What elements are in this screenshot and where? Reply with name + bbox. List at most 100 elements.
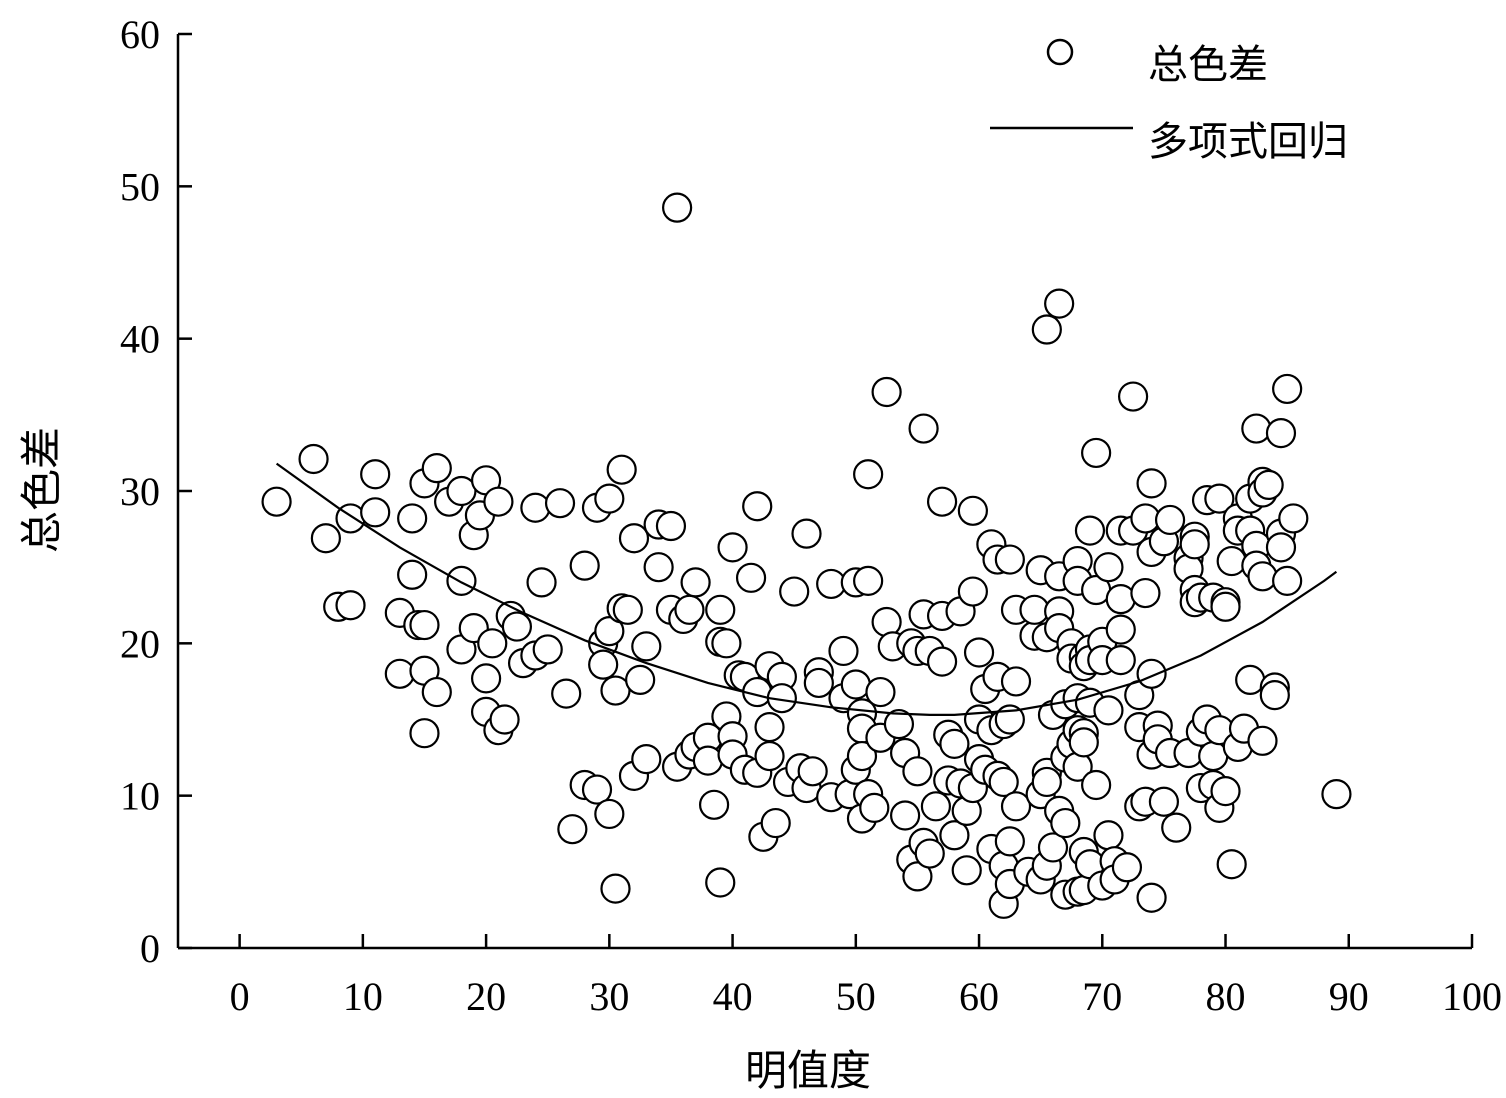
scatter-point-276 <box>1216 545 1247 577</box>
scatter-point-50 <box>594 616 625 647</box>
scatter-point-139 <box>914 838 945 869</box>
scatter-point-285 <box>1241 413 1272 444</box>
scatter-point-141 <box>926 486 958 517</box>
scatter-point-0 <box>261 486 292 517</box>
scatter-point-81 <box>717 532 748 563</box>
scatter-point-67 <box>662 192 693 223</box>
scatter-point-14 <box>409 609 440 641</box>
scatter-point-74 <box>692 745 724 776</box>
legend-line-label: 多项式回归 <box>1148 119 1348 165</box>
scatter-point-241 <box>1130 577 1161 609</box>
scatter-point-51 <box>594 798 625 830</box>
x-tick-label-70: 70 <box>1082 974 1122 1019</box>
scatter-point-77 <box>705 594 736 625</box>
scatter-point-71 <box>680 567 711 598</box>
scatter-point-190 <box>1044 288 1075 319</box>
scatter-point-291 <box>1247 725 1278 756</box>
scatter-point-39 <box>532 634 563 665</box>
scatter-point-133 <box>902 756 933 787</box>
scatter-point-151 <box>951 855 982 886</box>
y-tick-label-40: 40 <box>120 317 160 362</box>
scatter-point-121 <box>859 792 890 823</box>
scatter-point-183 <box>1031 314 1062 345</box>
scatter-point-56 <box>612 594 643 625</box>
x-tick-label-90: 90 <box>1329 974 1369 1019</box>
scatter-point-214 <box>1074 515 1106 546</box>
y-tick-label-20: 20 <box>120 621 160 666</box>
x-tick-label-0: 0 <box>230 974 250 1019</box>
scatter-point-221 <box>1081 769 1112 801</box>
scatter-point-275 <box>1210 775 1241 807</box>
scatter-point-99 <box>779 576 810 607</box>
scatter-point-123 <box>865 676 896 708</box>
scatter-point-60 <box>631 631 662 662</box>
scatter-point-49 <box>594 483 625 514</box>
scatter-point-270 <box>1204 483 1235 514</box>
scatter-point-186 <box>1031 766 1062 798</box>
scatter-point-227 <box>1093 820 1124 851</box>
scatter-point-61 <box>631 744 662 775</box>
scatter-point-27 <box>470 663 502 694</box>
scatter-point-152 <box>957 576 988 607</box>
scatter-point-59 <box>625 664 656 695</box>
scatter-point-69 <box>674 594 705 625</box>
scatter-point-38 <box>526 567 557 598</box>
scatter-point-119 <box>853 459 884 490</box>
x-tick-label-80: 80 <box>1206 974 1246 1019</box>
scatter-point-2 <box>310 523 341 554</box>
scatter-point-102 <box>791 518 822 549</box>
scatter-layer <box>261 192 1352 919</box>
scatter-point-274 <box>1210 591 1241 622</box>
scatter-point-18 <box>421 676 452 708</box>
scatter-point-299 <box>1272 565 1303 596</box>
scatter-point-45 <box>581 774 613 805</box>
scatter-point-226 <box>1093 552 1124 583</box>
x-tick-label-20: 20 <box>466 974 506 1019</box>
scatter-point-154 <box>957 495 988 526</box>
scatter-point-146 <box>939 820 970 851</box>
scatter-point-116 <box>846 740 878 772</box>
y-tick-label-30: 30 <box>120 469 160 514</box>
x-tick-label-100: 100 <box>1442 974 1502 1019</box>
scatter-point-298 <box>1272 373 1303 405</box>
x-axis-label: 明值度 <box>745 1046 871 1095</box>
scatter-point-167 <box>988 766 1019 798</box>
scatter-point-197 <box>1050 807 1081 839</box>
scatter-point-34 <box>501 611 533 642</box>
scatter-point-134 <box>902 861 933 892</box>
scatter-point-176 <box>1000 791 1032 822</box>
scatter-point-87 <box>735 562 767 593</box>
scatter-point-80 <box>711 628 742 659</box>
scatter-point-21 <box>446 565 477 596</box>
scatter-point-245 <box>1136 658 1167 689</box>
scatter-point-211 <box>1068 727 1099 758</box>
scatter-point-171 <box>994 704 1025 735</box>
scatter-point-234 <box>1111 852 1143 883</box>
scatter-point-254 <box>1161 812 1192 843</box>
scatter-point-219 <box>1081 437 1112 469</box>
scatter-point-251 <box>1148 786 1180 817</box>
scatter-point-127 <box>883 708 915 740</box>
scatter-point-5 <box>335 590 366 621</box>
scatter-point-30 <box>483 486 514 517</box>
scatter-point-41 <box>551 678 582 709</box>
scatter-point-124 <box>871 376 902 408</box>
scatter-point-295 <box>1265 418 1297 449</box>
scatter-point-17 <box>421 453 452 484</box>
x-tick-label-60: 60 <box>959 974 999 1019</box>
regression-line <box>275 462 1338 716</box>
scatter-point-7 <box>360 497 391 528</box>
scatter-point-9 <box>384 658 415 689</box>
scatter-point-189 <box>1037 832 1069 863</box>
scatter-point-109 <box>828 635 859 667</box>
scatter-point-103 <box>797 756 828 787</box>
x-tick-label-10: 10 <box>343 974 383 1019</box>
scatter-point-42 <box>557 814 588 845</box>
scatter-point-233 <box>1105 584 1136 615</box>
x-tick-label-40: 40 <box>713 974 753 1019</box>
scatter-point-247 <box>1136 882 1167 913</box>
scatter-point-175 <box>1000 666 1032 697</box>
scatter-point-294 <box>1259 680 1290 711</box>
